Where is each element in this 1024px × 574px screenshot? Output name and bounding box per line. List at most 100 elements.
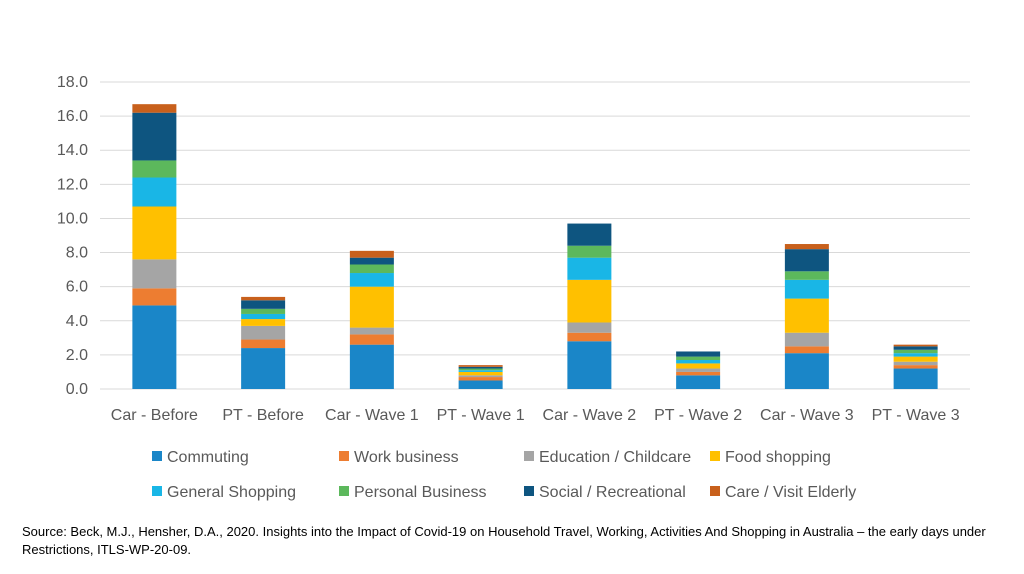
legend-swatch bbox=[152, 451, 162, 461]
y-tick-label: 4.0 bbox=[66, 313, 88, 330]
x-tick-label: Car - Wave 1 bbox=[325, 407, 419, 424]
bar-segment bbox=[132, 177, 177, 207]
legend-swatch bbox=[524, 486, 534, 496]
bar-segment bbox=[567, 322, 612, 333]
bar-segment bbox=[784, 332, 829, 347]
bar-segment bbox=[676, 351, 721, 357]
legend-swatch bbox=[152, 486, 162, 496]
bar-segment bbox=[458, 370, 503, 372]
legend-swatch bbox=[339, 451, 349, 461]
x-tick-label: PT - Wave 2 bbox=[654, 407, 742, 424]
y-tick-label: 16.0 bbox=[57, 108, 88, 125]
bar-segment bbox=[132, 305, 177, 389]
bar-segment bbox=[893, 353, 938, 357]
y-tick-label: 10.0 bbox=[57, 210, 88, 227]
bar-segment bbox=[567, 257, 612, 280]
bar-segment bbox=[676, 360, 721, 364]
bar-segment bbox=[784, 346, 829, 354]
bar-segment bbox=[241, 296, 286, 301]
bar-segment bbox=[784, 249, 829, 272]
bar-segment bbox=[784, 353, 829, 389]
legend-label: Work business bbox=[354, 449, 459, 466]
bar-segment bbox=[458, 380, 503, 389]
y-tick-label: 2.0 bbox=[66, 347, 88, 364]
bar-segment bbox=[893, 361, 938, 366]
bar-segment bbox=[893, 356, 938, 362]
legend-swatch bbox=[710, 451, 720, 461]
bar-segment bbox=[132, 288, 177, 306]
bar-segment bbox=[458, 371, 503, 376]
legend-swatch bbox=[524, 451, 534, 461]
bar-segment bbox=[458, 368, 503, 371]
x-tick-label: PT - Wave 1 bbox=[437, 407, 525, 424]
bar-segment bbox=[349, 344, 394, 389]
bar-segment bbox=[567, 245, 612, 258]
bar-segment bbox=[893, 344, 938, 347]
bar-segment bbox=[132, 160, 177, 178]
bar-segment bbox=[458, 365, 503, 367]
bar-segment bbox=[567, 341, 612, 389]
legend-label: Social / Recreational bbox=[539, 484, 686, 501]
gridlines bbox=[100, 81, 970, 390]
y-tick-label: 0.0 bbox=[66, 381, 88, 398]
bar-segment bbox=[893, 365, 938, 369]
legend-label: Education / Childcare bbox=[539, 449, 691, 466]
bar-segment bbox=[784, 271, 829, 280]
chart-canvas: 0.0 2.0 4.0 6.0 8.0 10.0 12.0 14.0 16.0 18.0 Car … bbox=[57, 74, 970, 501]
bar-segment bbox=[241, 313, 286, 320]
bars bbox=[132, 104, 938, 389]
bar-segment bbox=[132, 259, 177, 289]
bar-segment bbox=[241, 319, 286, 326]
legend-swatch bbox=[710, 486, 720, 496]
y-tick-label: 12.0 bbox=[57, 176, 88, 193]
bar-segment bbox=[241, 339, 286, 349]
legend-label: Personal Business bbox=[354, 484, 487, 501]
bar-segment bbox=[893, 349, 938, 354]
bar-segment bbox=[893, 368, 938, 389]
bar-segment bbox=[349, 257, 394, 265]
y-tick-label: 14.0 bbox=[57, 142, 88, 159]
x-axis-tick-labels: Car - Before PT - Before Car - Wave 1 PT - … bbox=[111, 407, 960, 424]
y-tick-label: 18.0 bbox=[57, 74, 88, 91]
bar-segment bbox=[676, 363, 721, 369]
bar-segment bbox=[132, 206, 177, 260]
x-tick-label: PT - Wave 3 bbox=[872, 407, 960, 424]
bar-segment bbox=[241, 300, 286, 309]
bar-segment bbox=[676, 371, 721, 376]
bar-segment bbox=[349, 327, 394, 335]
x-tick-label: Car - Before bbox=[111, 407, 198, 424]
bar-segment bbox=[567, 223, 612, 246]
bar-segment bbox=[241, 348, 286, 389]
bar-segment bbox=[567, 332, 612, 342]
legend-label: General Shopping bbox=[167, 484, 296, 501]
bar-segment bbox=[676, 356, 721, 361]
bar-segment bbox=[458, 377, 503, 381]
bar-segment bbox=[458, 366, 503, 369]
legend-label: Commuting bbox=[167, 449, 249, 466]
bar-segment bbox=[567, 279, 612, 323]
bar-segment bbox=[349, 273, 394, 287]
bar-segment bbox=[676, 368, 721, 372]
bar-segment bbox=[458, 375, 503, 378]
bar-segment bbox=[784, 244, 829, 250]
bar-segment bbox=[676, 375, 721, 389]
legend-label: Care / Visit Elderly bbox=[725, 484, 856, 501]
bar-segment bbox=[784, 279, 829, 299]
bar-segment bbox=[132, 104, 177, 113]
y-axis-tick-labels: 0.0 2.0 4.0 6.0 8.0 10.0 12.0 14.0 16.0 18.0 bbox=[57, 74, 88, 398]
x-tick-label: Car - Wave 2 bbox=[543, 407, 637, 424]
x-tick-label: Car - Wave 3 bbox=[760, 407, 854, 424]
bar-segment bbox=[349, 264, 394, 274]
bar-segment bbox=[349, 250, 394, 258]
bar-segment bbox=[784, 298, 829, 333]
bar-segment bbox=[241, 308, 286, 314]
x-tick-label: PT - Before bbox=[222, 407, 304, 424]
stacked-bar-chart: 0.0 2.0 4.0 6.0 8.0 10.0 12.0 14.0 16.0 18.0 Car … bbox=[57, 74, 970, 501]
bar-segment bbox=[241, 325, 286, 340]
bar-segment bbox=[349, 286, 394, 328]
legend: Commuting Work business Education / Childc… bbox=[152, 449, 856, 501]
bar-segment bbox=[893, 346, 938, 350]
bar-segment bbox=[349, 334, 394, 345]
bar-segment bbox=[132, 112, 177, 161]
source-note: Source: Beck, M.J., Hensher, D.A., 2020.… bbox=[22, 524, 986, 557]
